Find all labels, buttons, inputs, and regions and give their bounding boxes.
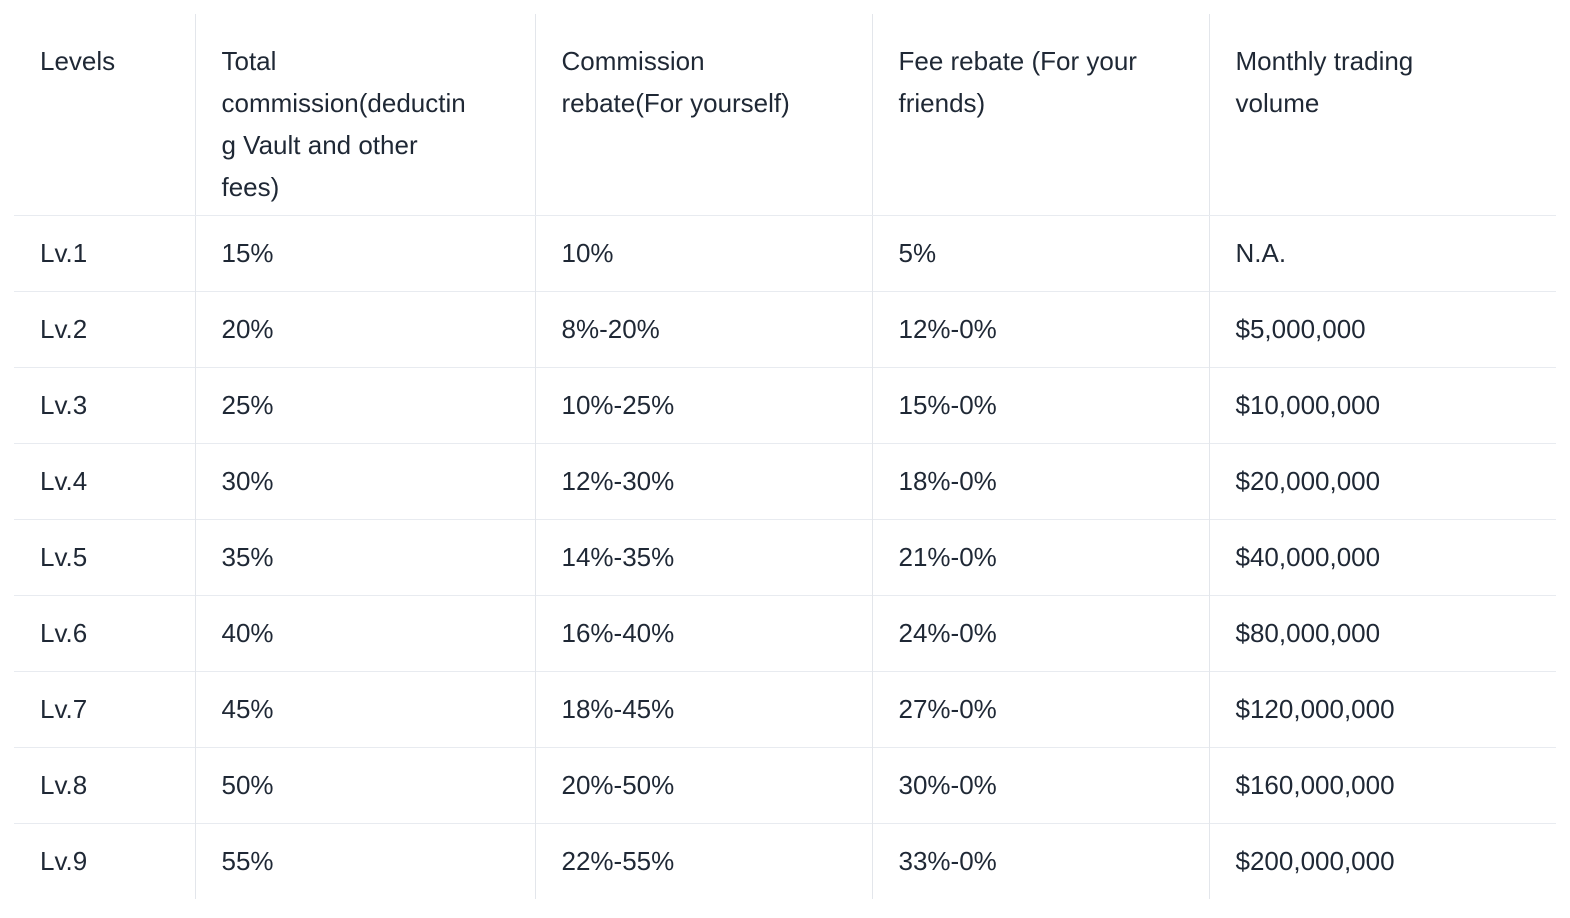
cell-fee-rebate: 5% xyxy=(871,215,1209,291)
cell-level: Lv.4 xyxy=(14,442,195,519)
cell-monthly-volume: $160,000,000 xyxy=(1208,746,1556,823)
table-row-lv7: Lv.7 45% 18%-45% 27%-0% $120,000,000 xyxy=(14,670,1556,747)
cell-total-commission: 45% xyxy=(194,670,535,747)
cell-total-commission: 15% xyxy=(194,215,535,291)
cell-commission-rebate: 10%-25% xyxy=(534,366,872,443)
cell-level: Lv.9 xyxy=(14,822,195,899)
referral-levels-table: Levels Total commission(deducting Vault … xyxy=(14,14,1556,899)
column-header-commission-rebate: Commission rebate(For yourself) xyxy=(534,14,872,216)
column-header-label: Fee rebate (For your friends) xyxy=(898,46,1137,118)
cell-total-commission: 35% xyxy=(194,518,535,595)
cell-level: Lv.2 xyxy=(14,290,195,367)
cell-level: Lv.8 xyxy=(14,746,195,823)
cell-monthly-volume: $10,000,000 xyxy=(1208,366,1556,443)
cell-commission-rebate: 12%-30% xyxy=(534,442,872,519)
column-header-label: Monthly trading volume xyxy=(1235,46,1414,118)
referral-levels-page: Levels Total commission(deducting Vault … xyxy=(14,14,1556,899)
cell-level: Lv.5 xyxy=(14,518,195,595)
table-row-lv2: Lv.2 20% 8%-20% 12%-0% $5,000,000 xyxy=(14,290,1556,367)
cell-level: Lv.3 xyxy=(14,366,195,443)
cell-monthly-volume: $40,000,000 xyxy=(1208,518,1556,595)
table-row-lv3: Lv.3 25% 10%-25% 15%-0% $10,000,000 xyxy=(14,366,1556,443)
cell-monthly-volume: N.A. xyxy=(1208,215,1556,291)
cell-fee-rebate: 12%-0% xyxy=(871,290,1209,367)
cell-total-commission: 50% xyxy=(194,746,535,823)
cell-fee-rebate: 27%-0% xyxy=(871,670,1209,747)
table-body: Lv.1 15% 10% 5% N.A. Lv.2 20% 8%-20% 12%… xyxy=(14,215,1556,899)
cell-commission-rebate: 22%-55% xyxy=(534,822,872,899)
column-header-monthly-volume: Monthly trading volume xyxy=(1208,14,1556,216)
cell-commission-rebate: 10% xyxy=(534,215,872,291)
cell-total-commission: 20% xyxy=(194,290,535,367)
cell-monthly-volume: $5,000,000 xyxy=(1208,290,1556,367)
cell-commission-rebate: 16%-40% xyxy=(534,594,872,671)
cell-total-commission: 25% xyxy=(194,366,535,443)
column-header-fee-rebate: Fee rebate (For your friends) xyxy=(871,14,1209,216)
cell-monthly-volume: $80,000,000 xyxy=(1208,594,1556,671)
table-row-lv8: Lv.8 50% 20%-50% 30%-0% $160,000,000 xyxy=(14,746,1556,823)
cell-monthly-volume: $120,000,000 xyxy=(1208,670,1556,747)
cell-monthly-volume: $20,000,000 xyxy=(1208,442,1556,519)
cell-commission-rebate: 8%-20% xyxy=(534,290,872,367)
table-row-lv1: Lv.1 15% 10% 5% N.A. xyxy=(14,215,1556,291)
table-row-lv6: Lv.6 40% 16%-40% 24%-0% $80,000,000 xyxy=(14,594,1556,671)
column-header-label: Commission rebate(For yourself) xyxy=(561,46,790,118)
table-row-lv9: Lv.9 55% 22%-55% 33%-0% $200,000,000 xyxy=(14,822,1556,899)
table-header-row: Levels Total commission(deducting Vault … xyxy=(14,14,1556,216)
cell-level: Lv.1 xyxy=(40,238,88,268)
column-header-label: Levels xyxy=(40,46,116,76)
column-header-total-commission: Total commission(deducting Vault and oth… xyxy=(194,14,535,216)
cell-fee-rebate: 30%-0% xyxy=(871,746,1209,823)
table-row-lv4: Lv.4 30% 12%-30% 18%-0% $20,000,000 xyxy=(14,442,1556,519)
cell-level: Lv.6 xyxy=(14,594,195,671)
cell-commission-rebate: 20%-50% xyxy=(534,746,872,823)
cell-commission-rebate: 18%-45% xyxy=(534,670,872,747)
cell-fee-rebate: 15%-0% xyxy=(871,366,1209,443)
cell-total-commission: 40% xyxy=(194,594,535,671)
cell-fee-rebate: 33%-0% xyxy=(871,822,1209,899)
column-header-label: Total commission(deducting Vault and oth… xyxy=(221,46,466,202)
column-header-levels: Levels xyxy=(14,14,195,216)
cell-monthly-volume: $200,000,000 xyxy=(1208,822,1556,899)
cell-commission-rebate: 14%-35% xyxy=(534,518,872,595)
cell-fee-rebate: 21%-0% xyxy=(871,518,1209,595)
cell-total-commission: 30% xyxy=(194,442,535,519)
cell-level: Lv.7 xyxy=(14,670,195,747)
cell-fee-rebate: 18%-0% xyxy=(871,442,1209,519)
cell-fee-rebate: 24%-0% xyxy=(871,594,1209,671)
table-row-lv5: Lv.5 35% 14%-35% 21%-0% $40,000,000 xyxy=(14,518,1556,595)
cell-total-commission: 55% xyxy=(194,822,535,899)
table-header: Levels Total commission(deducting Vault … xyxy=(14,14,1556,216)
